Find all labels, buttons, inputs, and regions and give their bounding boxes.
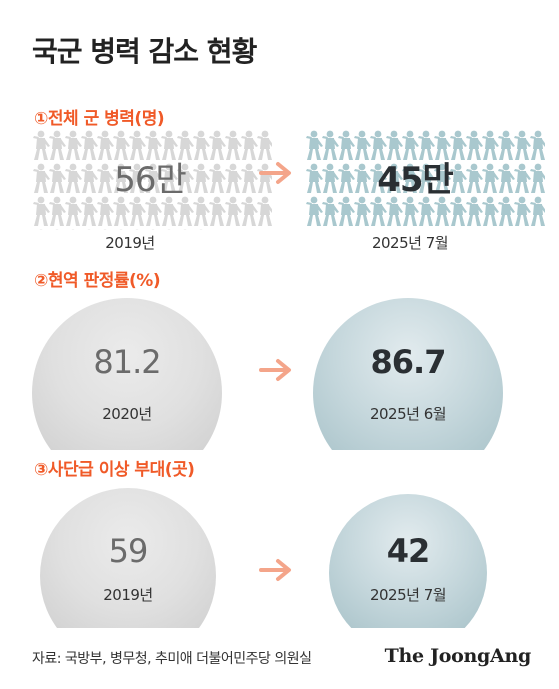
publisher-logo: The JoongAng [384, 645, 532, 667]
value-troops-2025: 45만 [377, 160, 454, 200]
bubble-area-2: 81.2 2020년 86.7 2025년 6월 [0, 290, 559, 450]
source-note: 자료: 국방부, 병무청, 추미애 더불어민주당 의원실 [32, 651, 312, 667]
year-label-2025-07: 2025년 7월 [371, 234, 449, 252]
year-label-2020: 2020년 [102, 405, 152, 423]
value-rate-2025: 86.7 [370, 343, 447, 381]
section-3-title: ③사단급 이상 부대(곳) [34, 460, 195, 480]
section-2-title: ②현역 판정률(%) [34, 271, 161, 291]
bubble-2025-07-units: 42 2025년 7월 [329, 494, 487, 628]
value-units-2019: 59 [108, 532, 149, 570]
bubble-2025-06: 86.7 2025년 6월 [313, 298, 503, 450]
page-title: 국군 병력 감소 현황 [32, 35, 257, 68]
year-label-2019-units: 2019년 [103, 586, 153, 604]
value-troops-2019: 56만 [114, 160, 187, 200]
bubble-2020: 81.2 2020년 [32, 298, 222, 450]
arrow-right-icon [259, 162, 291, 184]
soldier-marks-2019 [33, 130, 272, 230]
section-1-title: ①전체 군 병력(명) [34, 109, 165, 129]
value-rate-2020: 81.2 [93, 343, 161, 381]
soldiers-pictogram-2019 [33, 130, 272, 230]
arrow-right-icon [259, 359, 291, 381]
year-label-2025-06: 2025년 6월 [369, 405, 447, 423]
arrow-right-icon [259, 559, 291, 581]
year-label-2025-07-units: 2025년 7월 [369, 586, 447, 604]
value-units-2025: 42 [386, 532, 431, 570]
soldier-marks-2025 [306, 130, 545, 226]
year-label-2019: 2019년 [105, 234, 155, 252]
bubble-area-3: 59 2019년 42 2025년 7월 [0, 480, 559, 628]
soldiers-pictogram-2025 [306, 130, 545, 226]
bubble-2019-units: 59 2019년 [40, 488, 216, 628]
